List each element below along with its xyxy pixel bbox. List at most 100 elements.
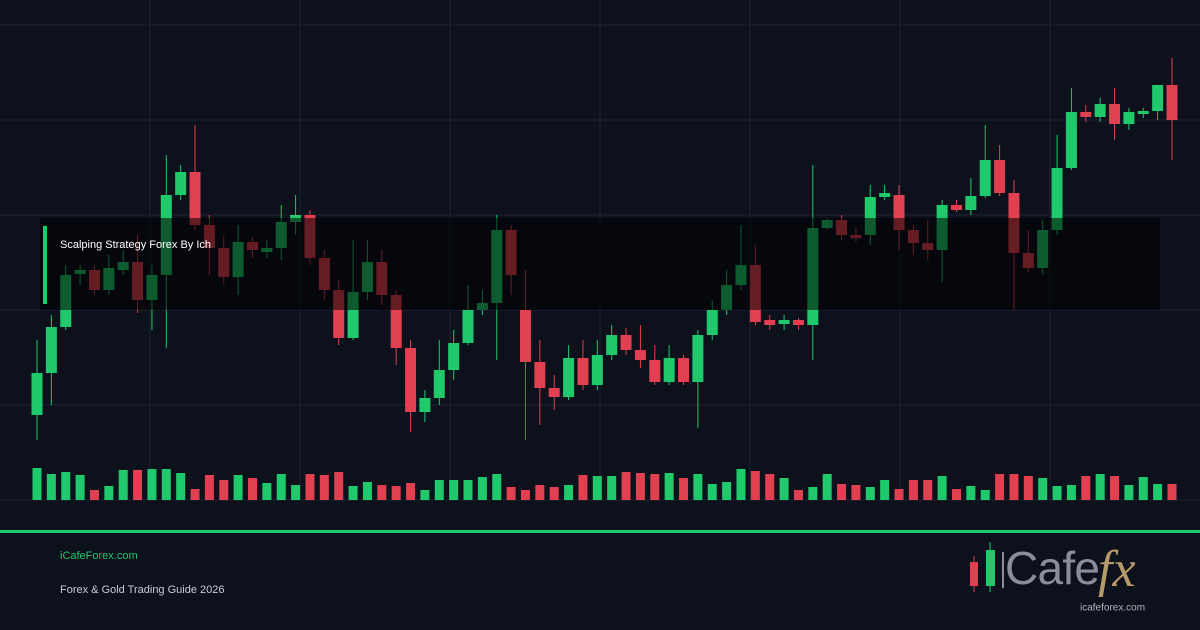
volume-bar [32,468,42,500]
volume-bar [1110,476,1120,500]
volume-bar [851,485,861,500]
volume-bar [650,474,660,500]
candle-body [462,310,474,343]
candle-body [390,295,402,348]
candle-body [1137,111,1149,114]
candle-body [1166,85,1178,120]
volume-bar [535,485,545,500]
volume-bar [420,490,430,500]
volume-bar [1038,478,1048,500]
volume-bar [434,480,444,500]
logo-accent: fx [1098,541,1136,598]
volume-bar [147,469,157,500]
volume-bar [75,475,85,500]
logo-word: Cafe [1005,542,1100,594]
volume-bar [1009,474,1019,500]
volume-bar [1138,477,1148,500]
volume-bar [607,476,617,500]
candle-body [706,310,718,335]
volume-bar [894,489,904,500]
volume-bar [248,478,258,500]
candle-body [994,160,1006,193]
volume-bar [1066,485,1076,500]
logo-icon-candle [970,562,978,586]
candle-body [1123,112,1135,124]
volume-bar [104,486,114,500]
footer-site: iCafeForex.com [60,550,138,562]
volume-bar [176,473,186,500]
volume-bar [808,487,818,500]
candle-body [979,160,991,196]
candle-body [1051,168,1063,230]
volume-bar [506,487,516,500]
volume-bar [793,490,803,500]
volume-bar [463,480,473,500]
candle-body [419,398,431,412]
volume-bar [377,485,387,500]
volume-bar [305,474,315,500]
candle-body [893,195,905,230]
candle-body [591,355,603,385]
volume-bar [46,474,56,500]
volume-bar [822,474,832,500]
candle-body [879,193,891,197]
logo-icon-candle [986,550,995,586]
volume-bar [564,485,574,500]
candle-body [175,172,187,195]
candle-body [534,362,546,388]
candle-body [31,373,43,415]
candle-body [347,292,359,338]
candle-body [548,388,560,397]
volume-bar [736,469,746,500]
volume-bar [1153,484,1163,500]
candle-body [950,205,962,210]
volume-bar [923,480,933,500]
candle-body [333,290,345,338]
footer-divider [0,530,1200,533]
volume-bar [966,486,976,500]
volume-bar [937,476,947,500]
logo-i [1002,552,1004,588]
volume-bar [204,475,214,500]
volume-bar [1167,484,1177,500]
volume-bar [779,478,789,500]
candle-body [678,358,690,382]
volume-bar [520,490,530,500]
overlay-title: Scalping Strategy Forex By Ich [60,239,211,251]
candle-body [792,320,804,325]
volume-bar [190,489,200,500]
volume-bar [722,482,732,500]
volume-bar [118,470,128,500]
volume-bar [707,484,717,500]
title-overlay: Scalping Strategy Forex By Ich [40,218,1160,310]
volume-bar [951,489,961,500]
volume-bar [621,472,631,500]
candle-body [965,196,977,210]
volume-bar [549,487,559,500]
candle-body [692,335,704,382]
volume-bar [406,483,416,500]
volume-bar [89,490,99,500]
volume-bar [865,487,875,500]
candle-body [620,335,632,350]
volume-bar [750,471,760,500]
candle-body [519,310,531,362]
candle-body [577,358,589,385]
volume-bar [1124,485,1134,500]
volume-bar [391,486,401,500]
volume-bar [765,474,775,500]
candle-body [778,320,790,324]
volume-bar [1081,476,1091,500]
candle-body [1094,104,1106,117]
volume-bar [477,477,487,500]
candle-body [448,343,460,370]
candle-body [189,172,201,225]
candle-body [864,197,876,235]
volume-bar [908,480,918,500]
volume-bar [980,490,990,500]
candle-body [1080,112,1092,117]
candle-body [764,320,776,325]
volume-bar [1023,476,1033,500]
logo-url: icafeforex.com [1080,603,1145,614]
